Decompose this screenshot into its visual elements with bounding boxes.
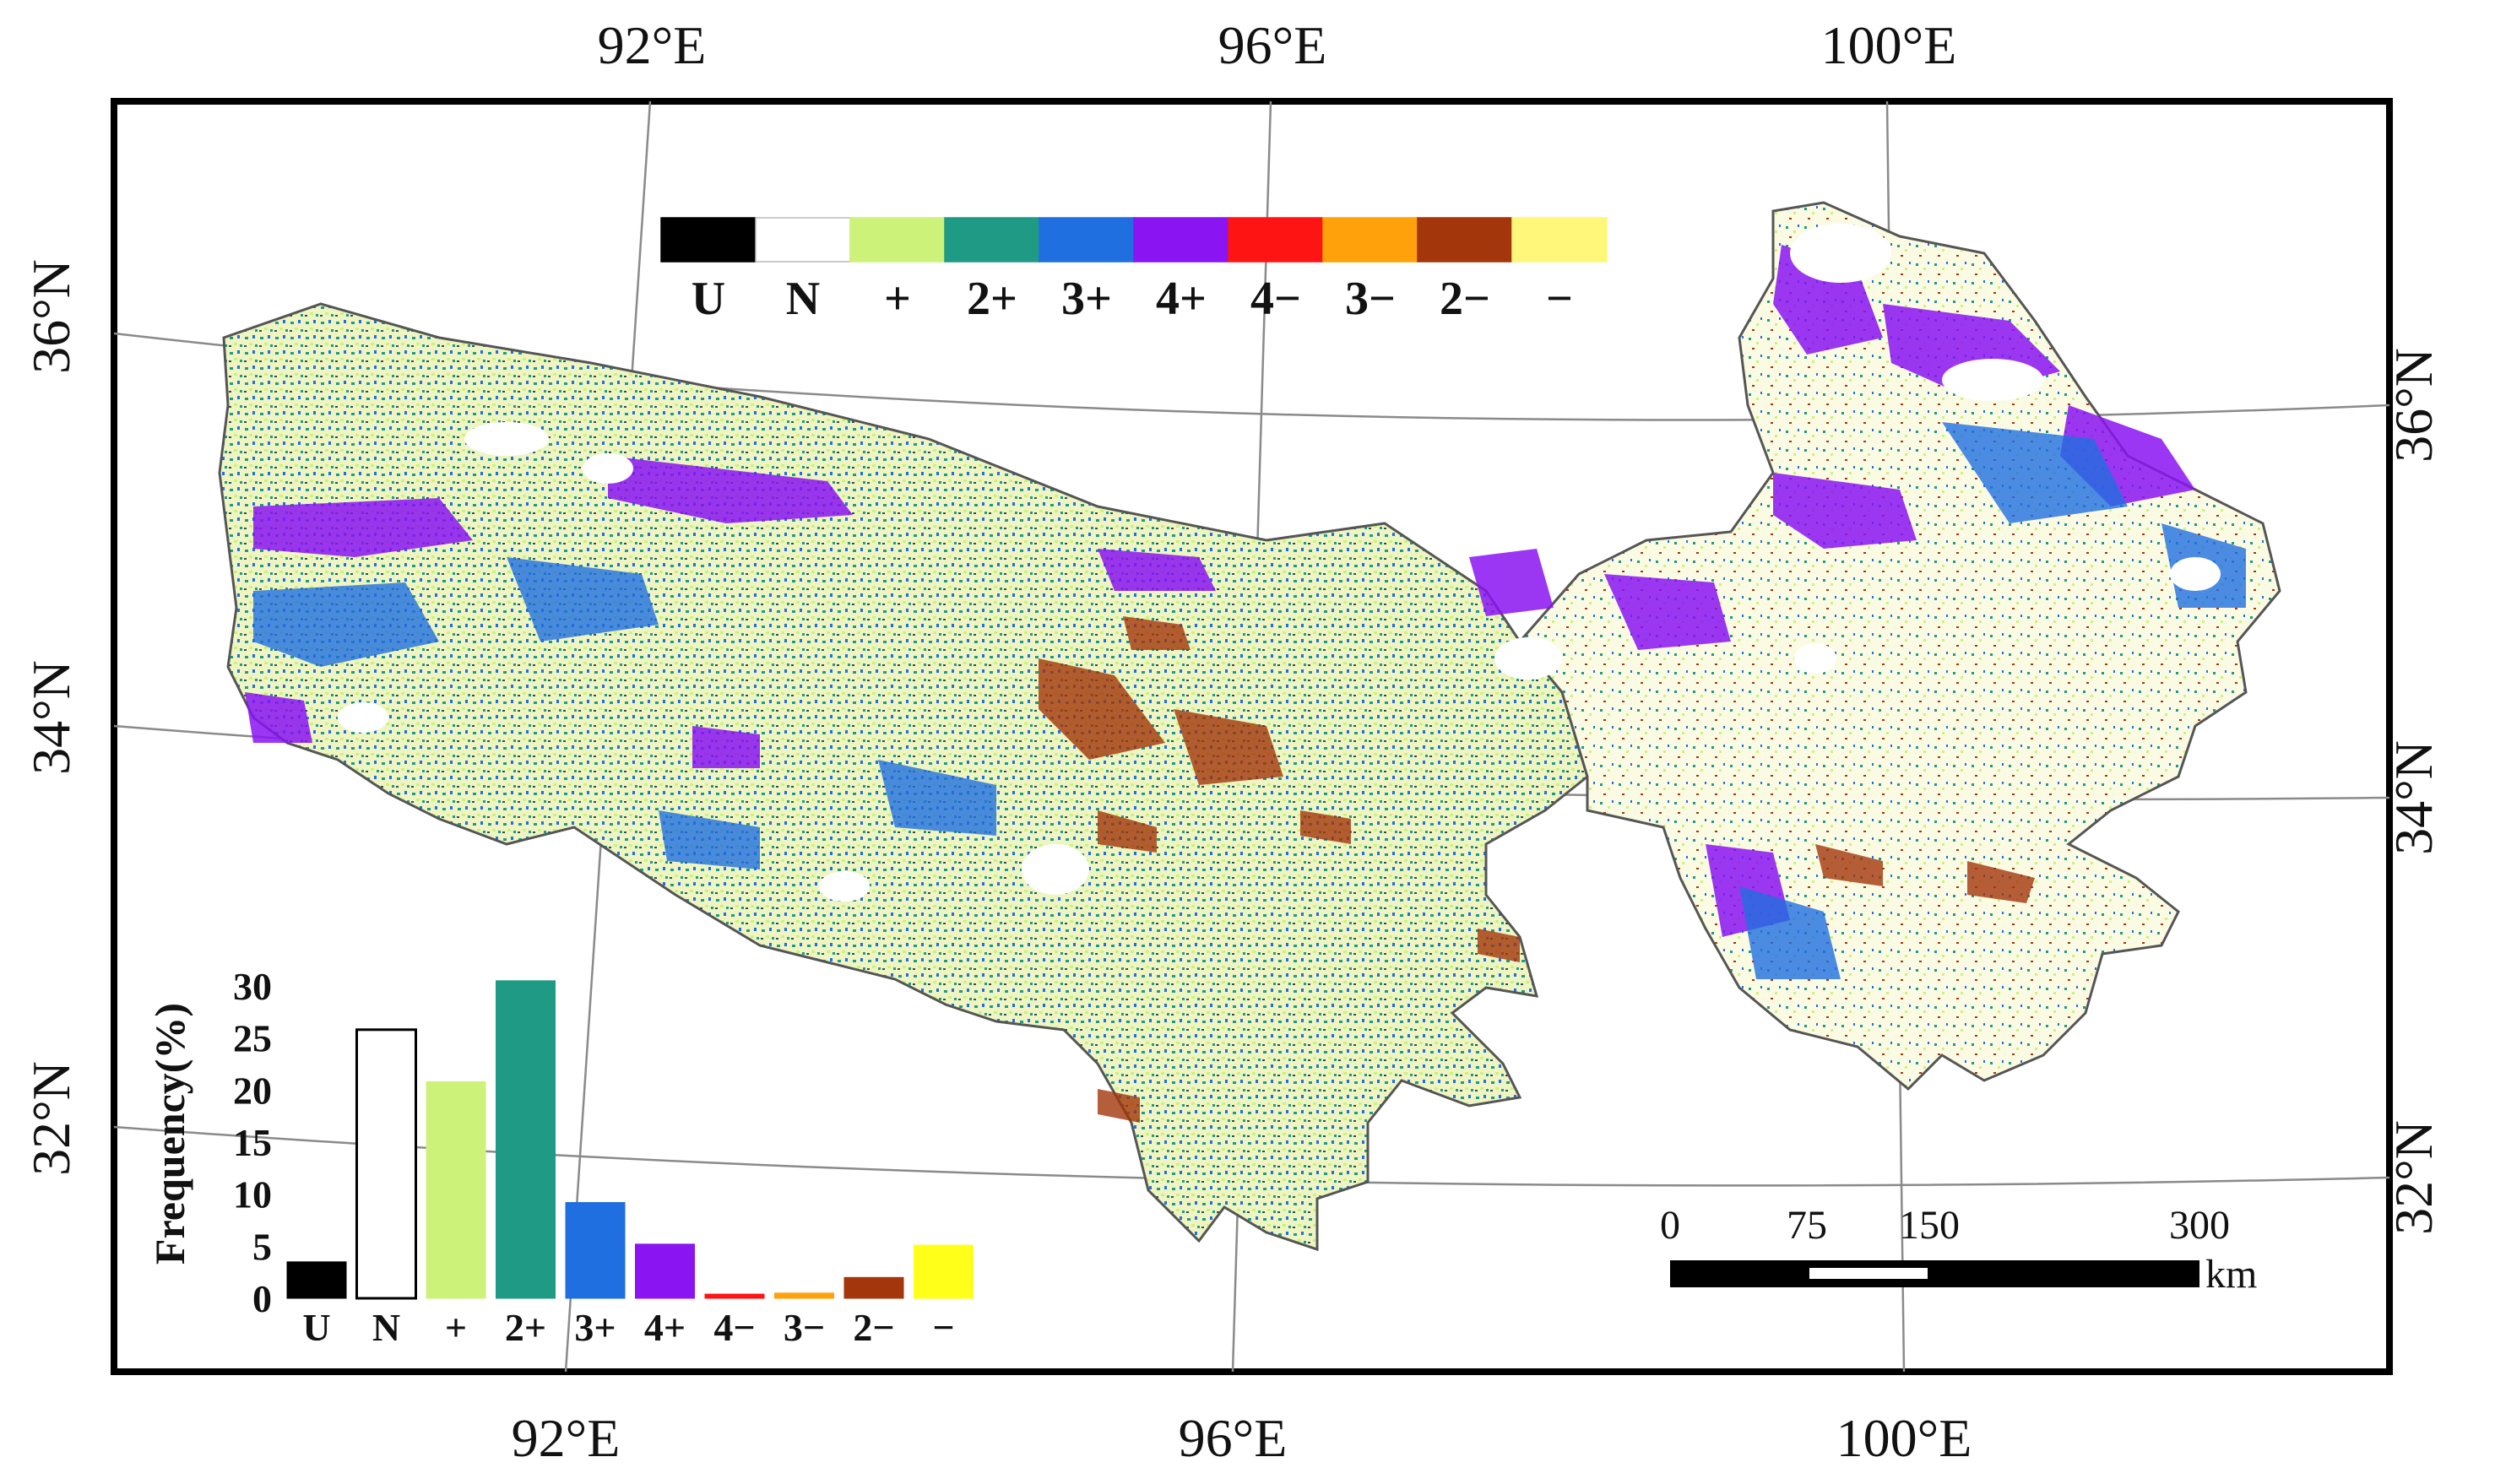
scale-tick-label: 0 bbox=[1660, 1203, 1680, 1248]
legend-label: 3− bbox=[1345, 273, 1396, 325]
top-lon-label: 100°E bbox=[1821, 15, 1957, 75]
bottom-lon-label: 100°E bbox=[1836, 1408, 1972, 1468]
x-tick-label: N bbox=[372, 1306, 400, 1349]
bar bbox=[496, 980, 556, 1299]
legend-label: 3+ bbox=[1061, 273, 1112, 325]
frequency-bar-chart: 0 5 10 15 20 25 30 Frequency(%) U N +2+ 3+ 4+ 4− 3− 2− − bbox=[146, 965, 974, 1349]
color-legend: U N +2+ 3+ 4+ 4− 3− 2− − bbox=[660, 217, 1608, 325]
scale-bar-segment-3 bbox=[1929, 1260, 2199, 1287]
y-tick-label: 25 bbox=[233, 1017, 272, 1060]
y-tick-label: 20 bbox=[233, 1069, 272, 1112]
right-lat-label: 36°N bbox=[2384, 348, 2443, 463]
bar bbox=[774, 1292, 834, 1299]
x-tick-label: 4+ bbox=[644, 1306, 686, 1349]
legend-swatch bbox=[1133, 217, 1229, 263]
top-longitude-labels: 92°E 96°E 100°E bbox=[598, 15, 1957, 75]
legend-label: 2+ bbox=[967, 273, 1017, 325]
class-4plus-patches bbox=[245, 245, 2195, 937]
legend-swatch bbox=[1228, 217, 1324, 263]
bottom-longitude-labels: 92°E 96°E 100°E bbox=[512, 1408, 1972, 1468]
study-region bbox=[218, 201, 2281, 1252]
x-tick-label: 2+ bbox=[505, 1306, 546, 1349]
bottom-lon-label: 92°E bbox=[512, 1408, 621, 1468]
legend-swatch bbox=[1417, 217, 1513, 263]
legend-label: − bbox=[1546, 273, 1573, 325]
scale-tick-label: 150 bbox=[1899, 1203, 1960, 1248]
x-tick-label: + bbox=[445, 1306, 467, 1349]
x-tick-label: 4− bbox=[713, 1306, 755, 1349]
x-tick-label: 3+ bbox=[574, 1306, 616, 1349]
map-frame bbox=[111, 98, 2393, 1375]
right-lat-label: 34°N bbox=[2384, 740, 2443, 855]
x-tick-label: − bbox=[932, 1306, 954, 1349]
bar bbox=[914, 1244, 974, 1299]
legend-label: U bbox=[692, 273, 725, 325]
scale-unit-label: km bbox=[2205, 1252, 2257, 1297]
bar bbox=[355, 1028, 417, 1300]
bar bbox=[426, 1081, 486, 1299]
legend-swatch bbox=[1039, 217, 1135, 263]
legend-label: 4− bbox=[1250, 273, 1301, 325]
bar bbox=[635, 1243, 695, 1299]
legend-label: + bbox=[884, 273, 911, 325]
left-lat-label: 32°N bbox=[21, 1061, 81, 1176]
legend-label: 2− bbox=[1440, 273, 1490, 325]
scale-bar-segment-1 bbox=[1670, 1260, 1807, 1287]
bottom-lon-label: 96°E bbox=[1179, 1408, 1288, 1468]
right-latitude-labels: 36°N 34°N 32°N bbox=[2384, 348, 2443, 1235]
class-n-patches bbox=[338, 224, 2221, 902]
legend-label: N bbox=[786, 273, 820, 325]
bar bbox=[704, 1293, 765, 1299]
legend-swatch bbox=[944, 217, 1040, 263]
scale-tick-label: 75 bbox=[1787, 1203, 1827, 1248]
scale-bar-segment-2-inner bbox=[1809, 1268, 1928, 1279]
x-tick-label: 3− bbox=[784, 1306, 825, 1349]
legend-swatch bbox=[755, 217, 851, 263]
y-tick-label: 5 bbox=[252, 1225, 272, 1268]
class-2minus-patches bbox=[1039, 616, 2035, 1123]
left-lat-label: 36°N bbox=[21, 259, 81, 374]
top-lon-label: 92°E bbox=[598, 15, 707, 75]
legend-swatch bbox=[1322, 217, 1418, 263]
y-tick-label: 30 bbox=[233, 965, 272, 1008]
left-latitude-labels: 36°N 34°N 32°N bbox=[21, 259, 81, 1176]
x-tick-label: 2− bbox=[853, 1306, 894, 1349]
y-tick-label: 10 bbox=[233, 1173, 272, 1216]
legend-swatch bbox=[1511, 217, 1608, 263]
scale-tick-label: 300 bbox=[2169, 1203, 2230, 1248]
right-lat-label: 32°N bbox=[2384, 1120, 2443, 1235]
y-axis-label: Frequency(%) bbox=[146, 1003, 193, 1265]
y-tick-label: 0 bbox=[252, 1277, 272, 1320]
top-lon-label: 96°E bbox=[1218, 15, 1327, 75]
scale-bar: 0 75 150 300 km bbox=[1660, 1203, 2257, 1297]
class-3plus-patches bbox=[253, 422, 2246, 979]
left-lat-label: 34°N bbox=[21, 660, 81, 775]
legend-swatch bbox=[660, 217, 757, 263]
bar bbox=[565, 1202, 626, 1299]
bar bbox=[286, 1261, 347, 1299]
x-tick-label: U bbox=[302, 1306, 330, 1349]
y-tick-label: 15 bbox=[233, 1121, 272, 1164]
legend-label: 4+ bbox=[1156, 273, 1207, 325]
legend-swatch bbox=[849, 217, 946, 263]
bar bbox=[843, 1276, 904, 1299]
